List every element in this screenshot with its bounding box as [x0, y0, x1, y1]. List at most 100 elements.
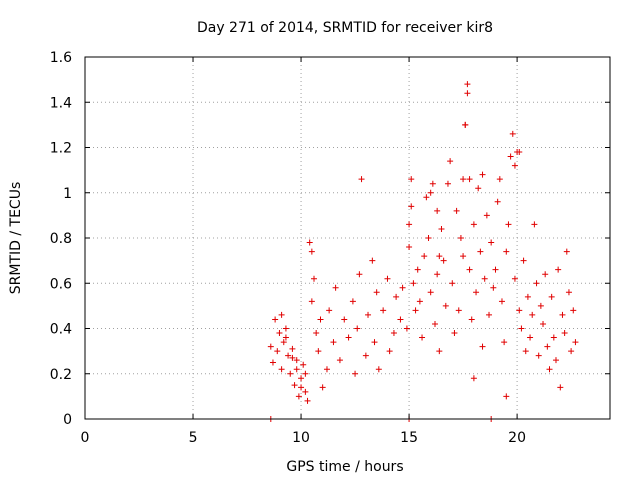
data-point — [285, 352, 292, 359]
data-point — [462, 121, 469, 128]
data-point — [323, 366, 330, 373]
data-point — [475, 185, 482, 192]
y-tick-label: 0.2 — [50, 367, 72, 383]
data-point — [397, 316, 404, 323]
data-point — [365, 311, 372, 318]
data-point — [531, 221, 538, 228]
data-point — [380, 307, 387, 314]
data-point — [356, 271, 363, 278]
data-point — [537, 302, 544, 309]
data-point — [460, 176, 467, 183]
data-point — [434, 207, 441, 214]
data-point — [483, 212, 490, 219]
y-tick-label: 0 — [63, 412, 72, 428]
chart-title: Day 271 of 2014, SRMTID for receiver kir… — [197, 20, 493, 36]
data-point — [466, 266, 473, 273]
data-point — [412, 307, 419, 314]
data-point — [403, 325, 410, 332]
data-point — [427, 289, 434, 296]
data-point — [345, 334, 352, 341]
data-point — [278, 366, 285, 373]
data-point — [572, 339, 579, 346]
data-point — [509, 130, 516, 137]
data-point — [408, 176, 415, 183]
data-point — [295, 393, 302, 400]
data-point — [304, 397, 311, 404]
data-point — [298, 384, 305, 391]
data-point — [524, 293, 531, 300]
data-point — [516, 149, 523, 156]
data-point — [466, 176, 473, 183]
data-point — [464, 90, 471, 97]
data-point — [399, 284, 406, 291]
data-point — [470, 375, 477, 382]
data-point — [330, 339, 337, 346]
data-point — [423, 194, 430, 201]
data-point — [308, 248, 315, 255]
data-point — [527, 334, 534, 341]
data-point — [362, 352, 369, 359]
data-point — [429, 180, 436, 187]
data-points — [267, 81, 579, 422]
data-point — [311, 275, 318, 282]
data-point — [453, 207, 460, 214]
data-point — [427, 189, 434, 196]
y-tick-label: 1.4 — [50, 95, 72, 111]
data-point — [302, 370, 309, 377]
data-point — [486, 311, 493, 318]
data-point — [354, 325, 361, 332]
data-point — [501, 339, 508, 346]
data-point — [293, 366, 300, 373]
data-point — [315, 348, 322, 355]
data-point — [548, 293, 555, 300]
data-point — [520, 257, 527, 264]
data-point — [503, 393, 510, 400]
data-point — [293, 357, 300, 364]
y-tick-label: 0.6 — [50, 276, 72, 292]
data-point — [563, 248, 570, 255]
plot-frame — [84, 56, 611, 420]
data-point — [535, 352, 542, 359]
data-point — [416, 298, 423, 305]
data-point — [406, 244, 413, 251]
y-tick-label: 1.6 — [50, 50, 72, 66]
gridlines — [85, 57, 610, 419]
data-point — [457, 235, 464, 241]
data-point — [449, 280, 456, 287]
data-point — [369, 257, 376, 264]
data-point — [481, 275, 488, 282]
data-point — [289, 354, 296, 361]
data-point — [306, 239, 313, 246]
y-tick-label: 0.4 — [50, 322, 72, 338]
data-point — [479, 343, 486, 350]
data-point — [419, 334, 426, 341]
data-point — [479, 171, 486, 178]
x-axis-label: GPS time / hours — [286, 459, 403, 475]
data-point — [540, 320, 547, 327]
data-point — [341, 316, 348, 323]
data-point — [371, 339, 378, 346]
data-point — [272, 316, 279, 323]
data-point — [384, 275, 391, 282]
data-point — [498, 298, 505, 305]
data-point — [432, 320, 438, 327]
data-point — [326, 307, 333, 314]
data-point — [332, 284, 339, 291]
data-point — [468, 316, 475, 323]
data-point — [436, 348, 443, 355]
data-point — [507, 153, 514, 160]
data-point — [406, 221, 413, 228]
x-tick-label: 10 — [292, 430, 310, 446]
data-point — [568, 348, 575, 355]
x-tick-label: 5 — [189, 430, 198, 446]
data-point — [291, 382, 298, 389]
data-point — [565, 289, 572, 296]
data-point — [511, 275, 518, 282]
data-point — [455, 307, 462, 314]
data-point — [494, 198, 501, 205]
data-point — [302, 388, 309, 395]
data-point — [267, 343, 274, 350]
data-point — [505, 221, 512, 228]
